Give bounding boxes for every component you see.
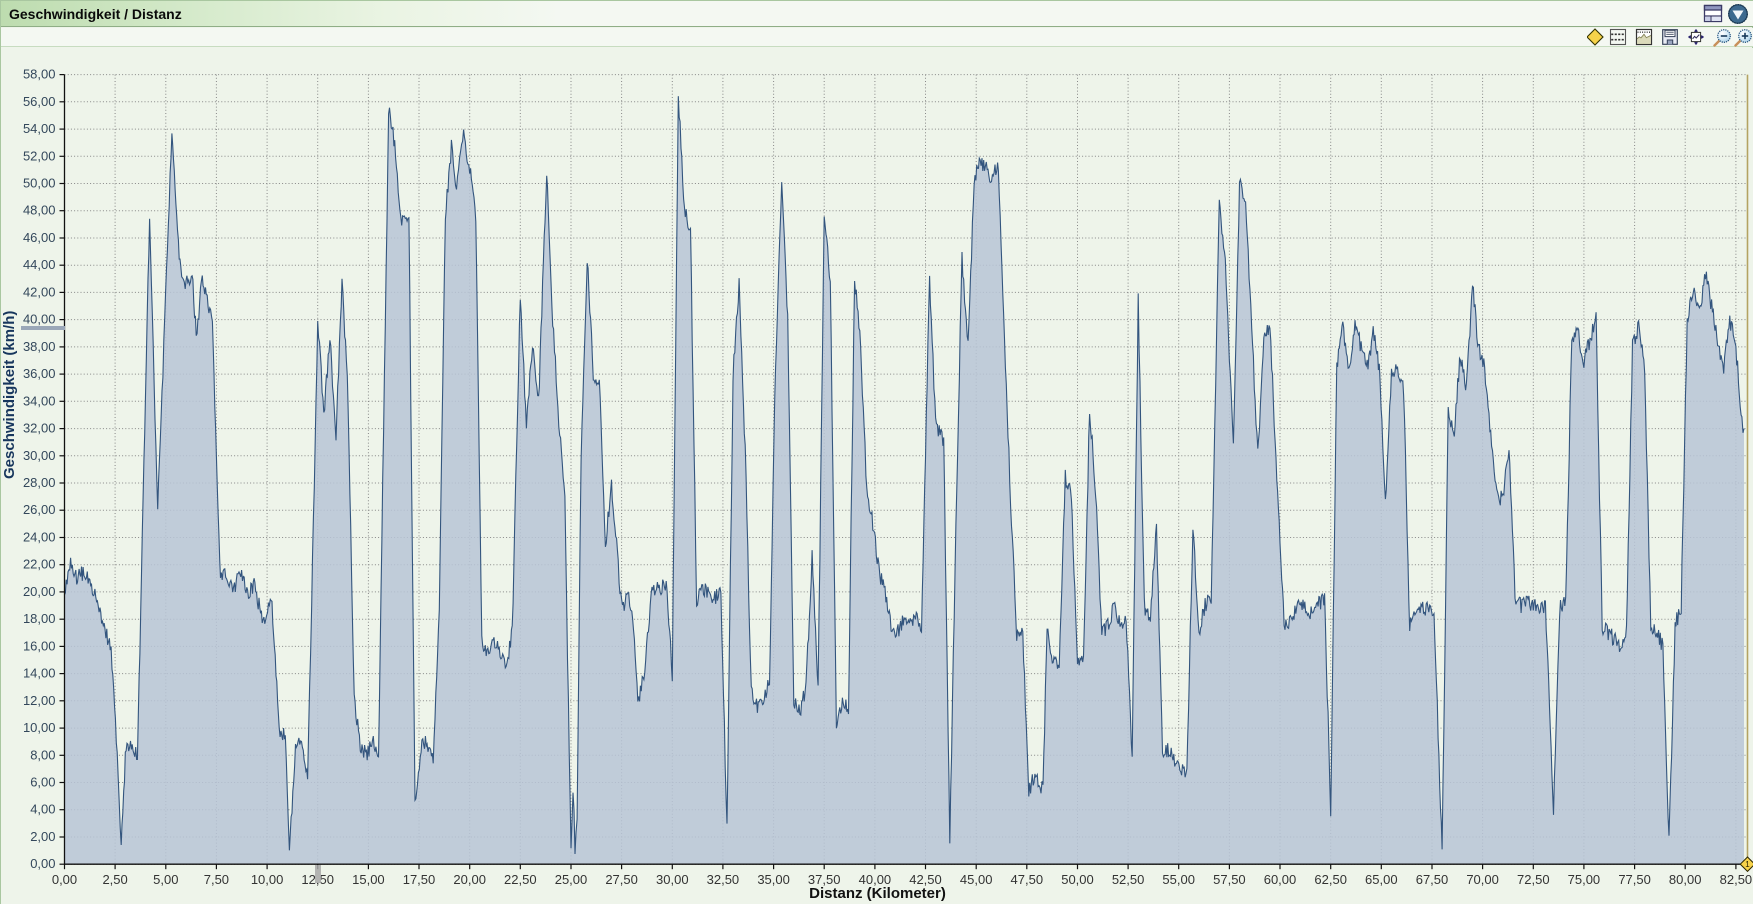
svg-text:54,00: 54,00 bbox=[23, 121, 56, 136]
svg-text:32,00: 32,00 bbox=[23, 421, 56, 436]
svg-text:24,00: 24,00 bbox=[23, 530, 56, 545]
svg-text:18,00: 18,00 bbox=[23, 611, 56, 626]
svg-text:20,00: 20,00 bbox=[23, 584, 56, 599]
svg-text:26,00: 26,00 bbox=[23, 502, 56, 517]
svg-text:34,00: 34,00 bbox=[23, 393, 56, 408]
svg-text:40,00: 40,00 bbox=[23, 312, 56, 327]
svg-text:0,00: 0,00 bbox=[30, 856, 55, 871]
svg-text:2,00: 2,00 bbox=[30, 829, 55, 844]
svg-text:4,00: 4,00 bbox=[30, 802, 55, 817]
svg-text:44,00: 44,00 bbox=[23, 257, 56, 272]
svg-text:52,00: 52,00 bbox=[23, 148, 56, 163]
svg-text:28,00: 28,00 bbox=[23, 475, 56, 490]
svg-text:46,00: 46,00 bbox=[23, 230, 56, 245]
svg-text:10,00: 10,00 bbox=[23, 720, 56, 735]
svg-text:56,00: 56,00 bbox=[23, 94, 56, 109]
svg-text:12,00: 12,00 bbox=[23, 693, 56, 708]
svg-text:30,00: 30,00 bbox=[23, 448, 56, 463]
svg-text:22,00: 22,00 bbox=[23, 557, 56, 572]
svg-text:42,00: 42,00 bbox=[23, 284, 56, 299]
svg-text:48,00: 48,00 bbox=[23, 203, 56, 218]
svg-text:58,00: 58,00 bbox=[23, 67, 56, 82]
svg-text:50,00: 50,00 bbox=[23, 176, 56, 191]
svg-text:38,00: 38,00 bbox=[23, 339, 56, 354]
svg-text:36,00: 36,00 bbox=[23, 366, 56, 381]
svg-text:1: 1 bbox=[1745, 860, 1750, 869]
svg-text:16,00: 16,00 bbox=[23, 638, 56, 653]
svg-text:6,00: 6,00 bbox=[30, 775, 55, 790]
svg-text:8,00: 8,00 bbox=[30, 747, 55, 762]
svg-text:14,00: 14,00 bbox=[23, 666, 56, 681]
